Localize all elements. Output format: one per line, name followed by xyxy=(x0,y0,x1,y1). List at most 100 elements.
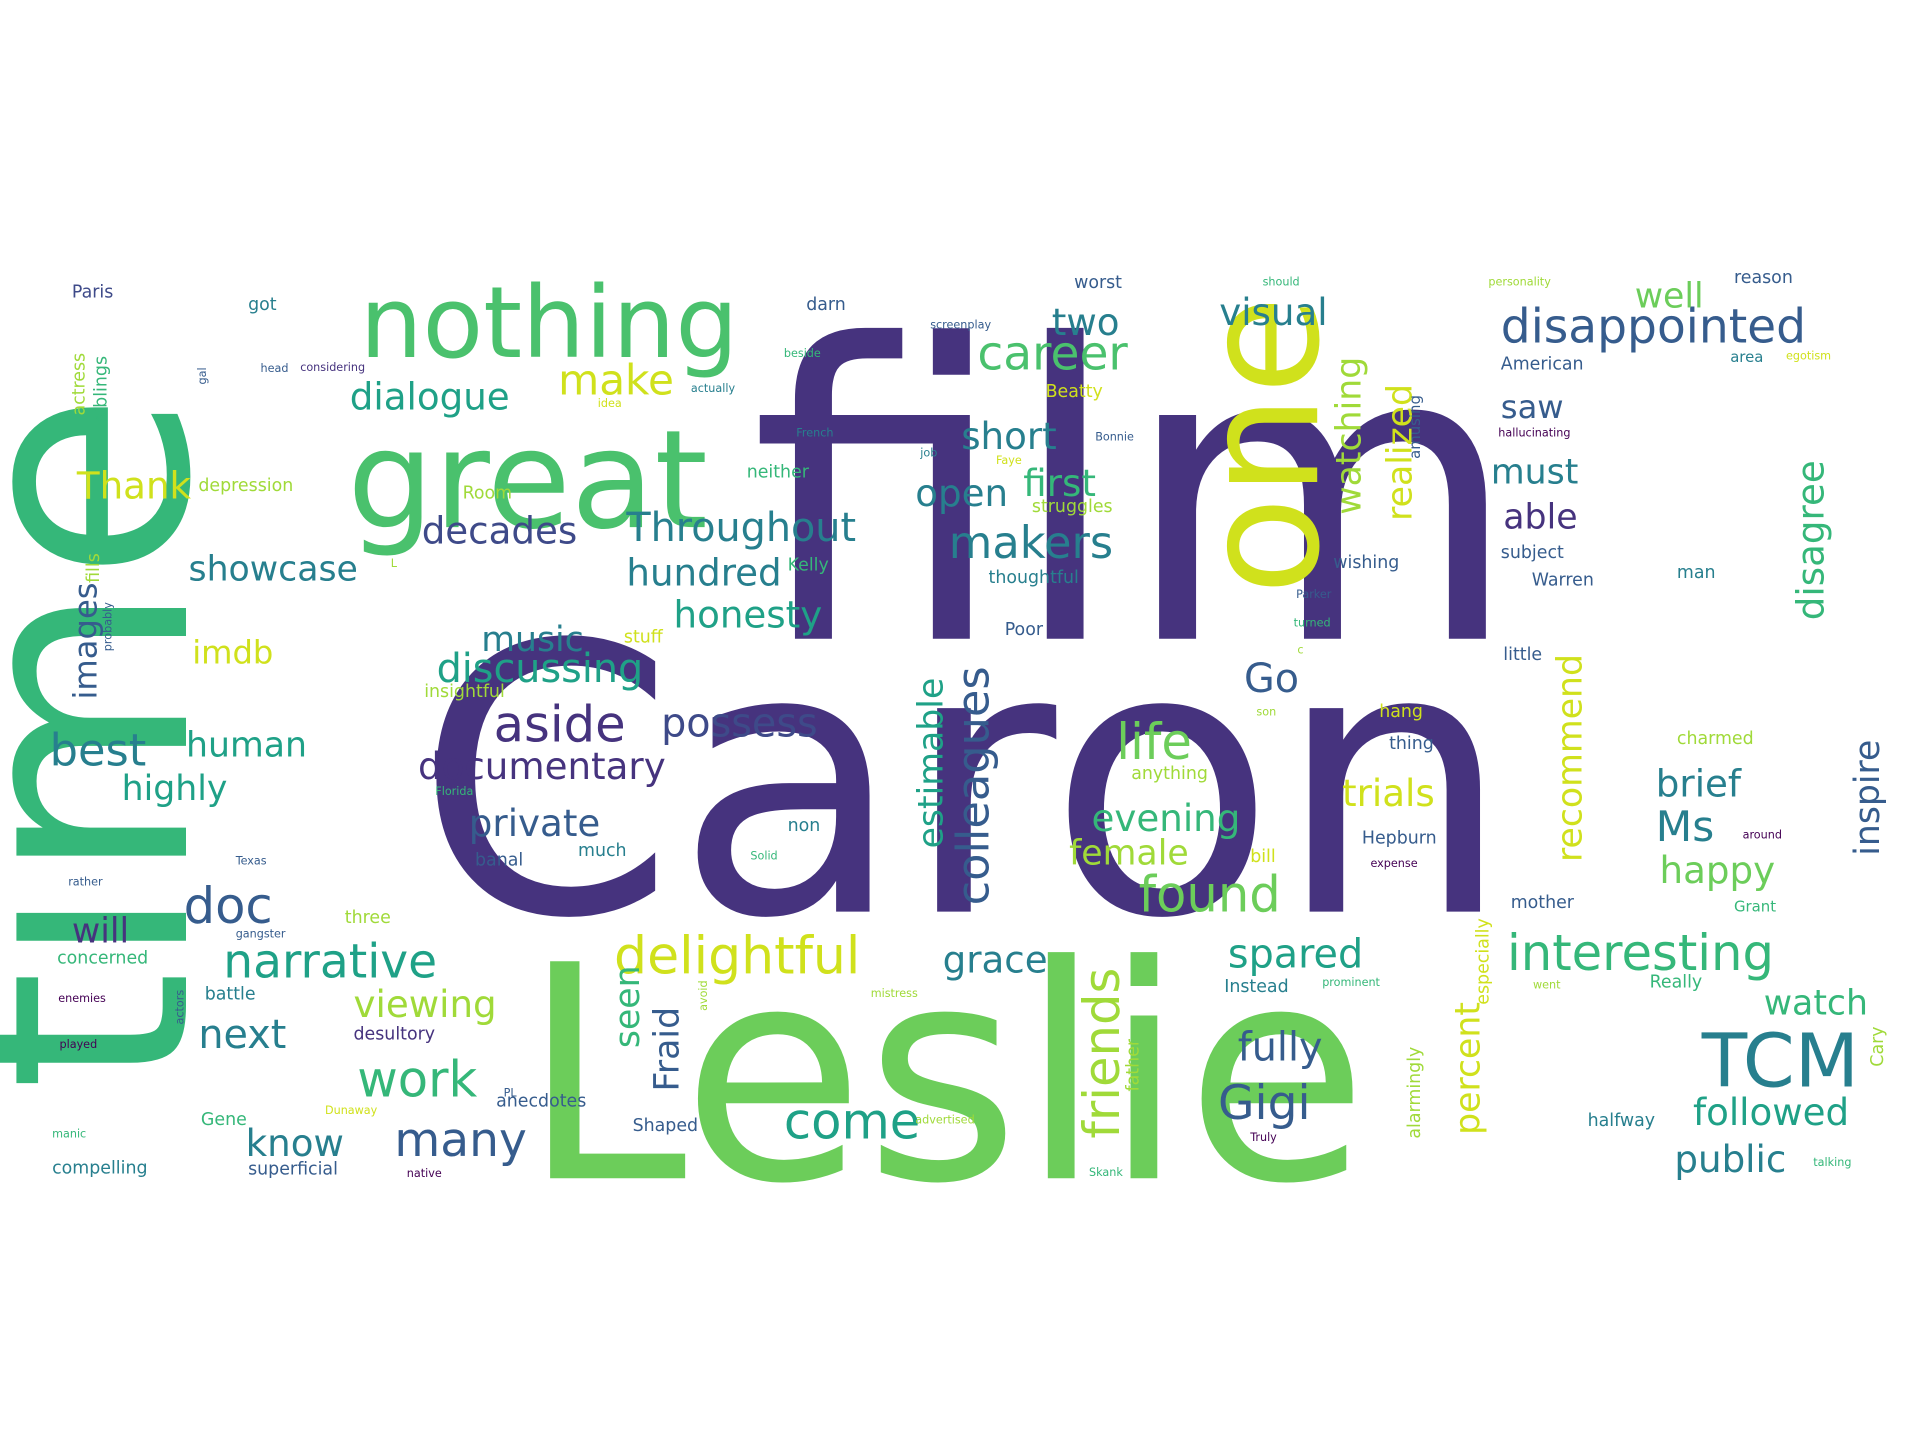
word-l: L xyxy=(391,557,398,570)
word-throughout: Throughout xyxy=(625,505,856,551)
word-documentary: documentary xyxy=(418,744,666,788)
word-doc: doc xyxy=(184,877,273,935)
word-actress: actress xyxy=(69,353,89,416)
word-mother: mother xyxy=(1511,893,1575,913)
word-many: many xyxy=(394,1113,526,1168)
word-short: short xyxy=(961,414,1057,458)
word-hundred: hundred xyxy=(626,550,781,594)
word-colleagues: colleagues xyxy=(948,666,1000,905)
word-c: c xyxy=(1297,644,1303,657)
word-imdb: imdb xyxy=(192,634,273,672)
word-three: three xyxy=(345,908,391,928)
word-considering: considering xyxy=(300,361,365,374)
word-gene: Gene xyxy=(201,1110,247,1130)
word-makers: makers xyxy=(949,517,1113,569)
word-went: went xyxy=(1533,979,1561,992)
word-texas: Texas xyxy=(235,855,267,868)
word-played: played xyxy=(60,1038,98,1051)
word-grant: Grant xyxy=(1734,898,1776,916)
word-struggles: struggles xyxy=(1032,497,1113,517)
word-desultory: desultory xyxy=(354,1024,436,1044)
word-female: female xyxy=(1069,834,1189,874)
word-well: well xyxy=(1635,277,1704,317)
word-ms: Ms xyxy=(1656,802,1714,851)
word-warren: Warren xyxy=(1532,570,1594,590)
word-estimable: estimable xyxy=(912,678,952,849)
word-evening: evening xyxy=(1092,796,1241,840)
word-actors: actors xyxy=(174,990,187,1025)
word-possess: possess xyxy=(661,701,818,747)
word-found: found xyxy=(1139,866,1281,924)
word-solid: Solid xyxy=(750,850,777,863)
word-friends: friends xyxy=(1073,968,1131,1139)
word-instead: Instead xyxy=(1224,977,1288,997)
word-visual: visual xyxy=(1219,290,1327,334)
word-french: French xyxy=(796,427,833,440)
word-room: Room xyxy=(463,484,513,504)
word-next: next xyxy=(198,1012,286,1058)
word-disagree: disagree xyxy=(1788,460,1832,620)
word-especially: especially xyxy=(1473,918,1493,1005)
word-skank: Skank xyxy=(1089,1166,1123,1179)
word-parker: Parker xyxy=(1296,588,1332,601)
word-amusing: amusing xyxy=(1406,395,1424,459)
word-truly: Truly xyxy=(1249,1131,1277,1144)
word-turned: turned xyxy=(1294,616,1331,629)
word-battle: battle xyxy=(205,985,256,1005)
word-trials: trials xyxy=(1342,771,1435,815)
word-film: film xyxy=(750,259,1520,736)
word-gal: gal xyxy=(196,367,209,384)
word-hepburn: Hepburn xyxy=(1362,828,1437,848)
word-brief: brief xyxy=(1656,761,1742,805)
word-life: life xyxy=(1116,713,1192,771)
word-paris: Paris xyxy=(72,283,113,303)
word-leslie: Leslie xyxy=(521,903,1368,1249)
word-watching: watching xyxy=(1330,357,1370,515)
word-advertised: advertised xyxy=(915,1114,974,1127)
word-able: able xyxy=(1503,497,1577,537)
word-concerned: concerned xyxy=(57,949,148,969)
word-compelling: compelling xyxy=(52,1158,147,1178)
word-banal: banal xyxy=(475,851,523,871)
word-go: Go xyxy=(1244,656,1299,702)
word-man: man xyxy=(1677,563,1716,583)
word-idea: idea xyxy=(598,397,622,410)
word-superficial: superficial xyxy=(248,1160,338,1180)
word-avoid: avoid xyxy=(697,980,710,1011)
word-probably: probably xyxy=(102,602,115,651)
word-kelly: Kelly xyxy=(788,556,829,576)
word-hang: hang xyxy=(1379,702,1423,722)
word-enemies: enemies xyxy=(58,992,106,1005)
word-will: will xyxy=(72,912,129,952)
word-personality: personality xyxy=(1488,275,1551,288)
word-got: got xyxy=(248,295,277,315)
word-fills: fills xyxy=(84,553,104,583)
word-faye: Faye xyxy=(996,454,1022,467)
word-talking: talking xyxy=(1813,1156,1851,1169)
word-honesty: honesty xyxy=(674,593,823,637)
word-siblings: siblings xyxy=(92,356,112,422)
word-nothing: nothing xyxy=(360,266,739,381)
word-know: know xyxy=(246,1121,344,1165)
word-prominent: prominent xyxy=(1322,976,1380,989)
word-work: work xyxy=(357,1050,477,1108)
word-recommend: recommend xyxy=(1550,654,1590,862)
word-poor: Poor xyxy=(1005,620,1044,640)
word-percent: percent xyxy=(1449,1002,1489,1135)
word-anything: anything xyxy=(1131,764,1208,784)
word-music: music xyxy=(481,620,584,660)
word-spared: spared xyxy=(1228,931,1363,977)
word-cary: Cary xyxy=(1868,1026,1888,1066)
word-gangster: gangster xyxy=(236,928,286,941)
word-public: public xyxy=(1674,1137,1786,1181)
word-discussing: discussing xyxy=(437,646,644,692)
word-american: American xyxy=(1501,355,1584,375)
word-father: father xyxy=(1124,1038,1144,1091)
word-non: non xyxy=(788,816,821,836)
word-florida: Florida xyxy=(435,785,473,798)
word-seen: seen xyxy=(608,965,648,1048)
word-aside: aside xyxy=(494,696,626,754)
word-darn: darn xyxy=(806,295,846,315)
word-hallucinating: hallucinating xyxy=(1498,427,1570,440)
